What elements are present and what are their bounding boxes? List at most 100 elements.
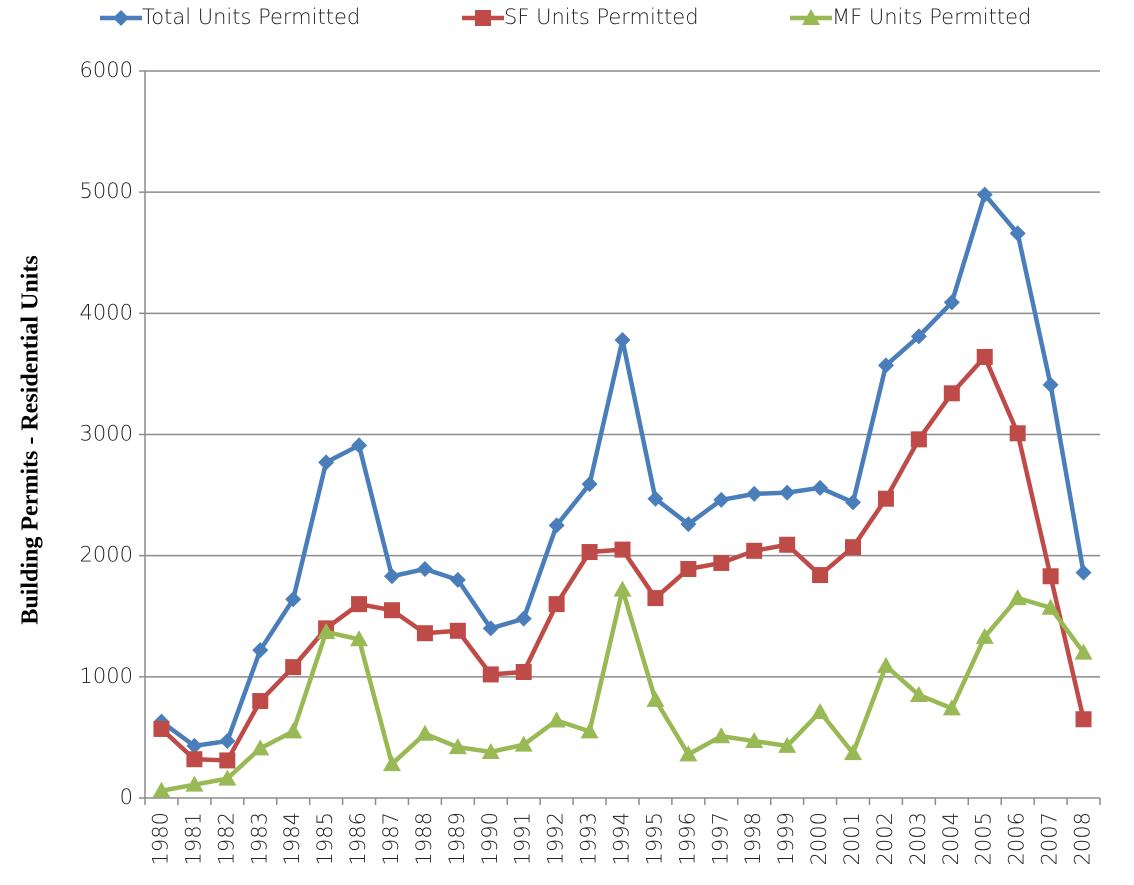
marker (515, 663, 532, 680)
x-tick-label: 2007 (1038, 812, 1062, 865)
y-tick-label: 2000 (80, 543, 133, 567)
marker (647, 490, 664, 507)
x-tick-label: 2004 (939, 812, 963, 865)
marker (185, 775, 204, 792)
marker (942, 699, 961, 716)
x-tick-label: 1997 (708, 812, 732, 865)
x-tick-label: 1993 (577, 812, 601, 865)
x-tick-label: 1982 (214, 812, 238, 865)
x-tick-label: 1988 (412, 812, 436, 865)
marker (746, 485, 763, 502)
marker (449, 622, 466, 639)
marker (548, 517, 565, 534)
marker (580, 722, 599, 739)
marker (877, 490, 894, 507)
marker (252, 642, 269, 659)
marker (383, 602, 400, 619)
marker (943, 294, 960, 311)
marker (976, 186, 993, 203)
marker (812, 567, 829, 584)
marker (613, 580, 632, 597)
marker (351, 596, 368, 613)
x-tick-label: 1995 (642, 812, 666, 865)
marker (1042, 376, 1059, 393)
marker (113, 10, 129, 26)
marker (812, 479, 829, 496)
marker (482, 666, 499, 683)
marker (614, 331, 631, 348)
x-tick-label: 2008 (1071, 812, 1095, 865)
y-tick-label: 5000 (80, 179, 133, 203)
marker (186, 751, 203, 768)
marker (1075, 711, 1092, 728)
marker (779, 484, 796, 501)
marker (285, 659, 302, 676)
marker (318, 454, 335, 471)
marker (1075, 564, 1092, 581)
marker (481, 742, 500, 759)
marker (351, 437, 368, 454)
x-tick-label: 1986 (346, 812, 370, 865)
marker (515, 610, 532, 627)
marker (219, 733, 236, 750)
marker (1074, 643, 1093, 660)
y-axis-label: Building Permits - Residential Units (18, 255, 44, 624)
marker (581, 544, 598, 561)
marker (877, 357, 894, 374)
marker (416, 625, 433, 642)
marker (679, 745, 698, 762)
marker (186, 737, 203, 754)
x-tick-label: 2002 (873, 812, 897, 865)
marker (811, 702, 830, 719)
marker (910, 328, 927, 345)
marker (680, 560, 697, 577)
series-line (161, 587, 1086, 793)
marker (647, 590, 664, 607)
marker (251, 739, 270, 756)
x-tick-label: 1990 (478, 812, 502, 865)
marker (547, 711, 566, 728)
x-tick-label: 1998 (741, 812, 765, 865)
marker (449, 571, 466, 588)
x-tick-label: 2003 (906, 812, 930, 865)
marker (845, 539, 862, 556)
marker (844, 744, 863, 761)
marker (1008, 589, 1027, 606)
marker (778, 736, 797, 753)
marker (802, 9, 820, 25)
x-tick-label: 1985 (313, 812, 337, 865)
x-tick-label: 1981 (181, 812, 205, 865)
marker (284, 722, 303, 739)
x-tick-label: 2001 (840, 812, 864, 865)
marker (680, 516, 697, 533)
marker (1009, 225, 1026, 242)
x-tick-label: 1984 (280, 812, 304, 865)
x-tick-label: 1980 (148, 812, 172, 865)
marker (746, 542, 763, 559)
marker (943, 385, 960, 402)
x-tick-label: 1983 (247, 812, 271, 865)
x-tick-label: 2000 (807, 812, 831, 865)
x-tick-label: 1989 (445, 812, 469, 865)
marker (976, 348, 993, 365)
x-tick-label: 1991 (511, 812, 535, 865)
marker (548, 596, 565, 613)
marker (876, 656, 895, 673)
y-tick-label: 1000 (80, 664, 133, 688)
x-tick-label: 1987 (379, 812, 403, 865)
marker (514, 735, 533, 752)
marker (219, 752, 236, 769)
legend-label: SF Units Permitted (504, 5, 699, 29)
marker (910, 431, 927, 448)
marker (252, 693, 269, 710)
marker (1041, 598, 1060, 615)
marker (382, 755, 401, 772)
marker (482, 620, 499, 637)
marker (415, 724, 434, 741)
x-tick-label: 1999 (774, 812, 798, 865)
marker (152, 781, 171, 798)
marker (350, 630, 369, 647)
marker (712, 727, 731, 744)
x-tick-label: 1994 (610, 812, 634, 865)
